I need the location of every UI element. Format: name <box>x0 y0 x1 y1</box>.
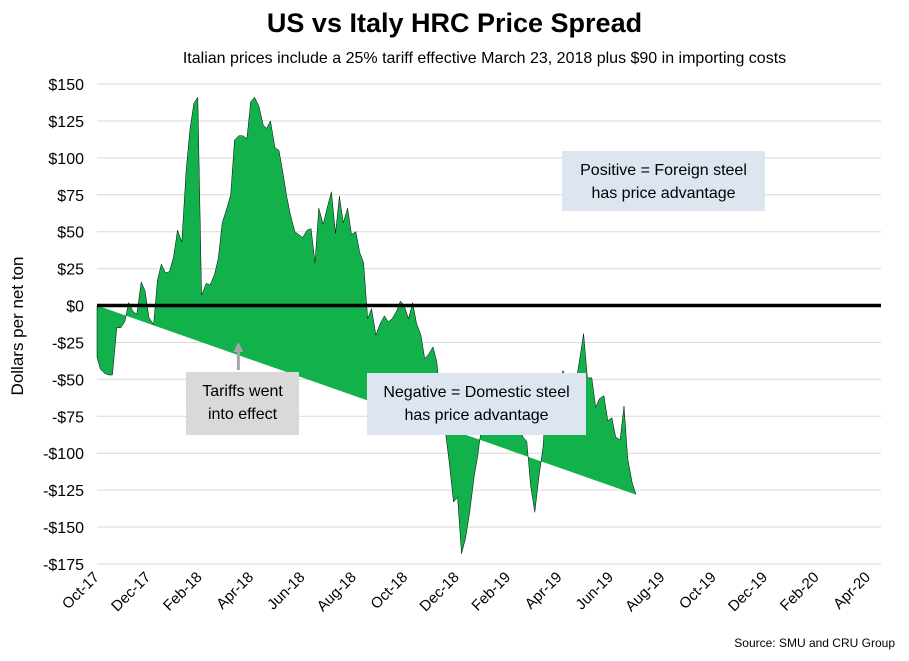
y-tick-label: $0 <box>66 299 84 316</box>
x-tick-label: Dec-18 <box>416 569 462 615</box>
y-tick-label: $150 <box>48 77 84 94</box>
chart-title: US vs Italy HRC Price Spread <box>266 8 643 38</box>
y-tick-label: $75 <box>57 188 84 205</box>
tariffs-callout-line2: into effect <box>207 406 278 423</box>
x-tick-label: Feb-20 <box>777 569 823 615</box>
x-tick-label: Dec-17 <box>108 569 154 615</box>
y-tick-label: -$100 <box>43 446 84 463</box>
negative-callout: Negative = Domestic steel has price adva… <box>367 373 586 435</box>
tariffs-callout-line1: Tariffs went <box>202 383 283 400</box>
x-tick-label: Oct-18 <box>367 569 411 613</box>
negative-callout-line2: has price advantage <box>404 407 549 424</box>
positive-callout: Positive = Foreign steel has price advan… <box>562 151 765 211</box>
x-tick-label: Dec-19 <box>725 569 771 615</box>
source-note: Source: SMU and CRU Group <box>734 636 895 650</box>
y-tick-label: $50 <box>57 225 84 242</box>
y-tick-label: -$25 <box>52 335 84 352</box>
y-tick-label: -$175 <box>43 557 84 574</box>
x-tick-label: Feb-19 <box>468 569 514 615</box>
x-tick-label: Aug-19 <box>622 569 668 615</box>
y-tick-label: -$75 <box>52 409 84 426</box>
x-tick-label: Apr-19 <box>522 569 566 613</box>
y-tick-label: $125 <box>48 114 84 131</box>
y-tick-label: -$50 <box>52 372 84 389</box>
tariffs-callout: Tariffs went into effect <box>186 372 299 435</box>
y-tick-label: $25 <box>57 262 84 279</box>
positive-callout-line1: Positive = Foreign steel <box>580 162 747 179</box>
x-tick-label: Oct-19 <box>676 569 720 613</box>
y-tick-label: -$125 <box>43 483 84 500</box>
x-tick-label: Feb-18 <box>160 569 206 615</box>
y-tick-label: -$150 <box>43 520 84 537</box>
x-tick-label: Jun-18 <box>264 569 308 613</box>
y-tick-label: $100 <box>48 151 84 168</box>
x-tick-label: Jun-19 <box>572 569 616 613</box>
tariffs-arrow-head <box>233 342 244 352</box>
negative-callout-line1: Negative = Domestic steel <box>383 384 570 401</box>
chart-subtitle: Italian prices include a 25% tariff effe… <box>182 50 787 67</box>
x-tick-label: Apr-20 <box>830 569 874 613</box>
spread-area <box>96 96 637 554</box>
x-tick-label: Aug-18 <box>314 569 360 615</box>
positive-callout-line2: has price advantage <box>591 185 736 202</box>
x-tick-label: Apr-18 <box>213 569 257 613</box>
x-tick-label: Oct-17 <box>59 569 103 613</box>
